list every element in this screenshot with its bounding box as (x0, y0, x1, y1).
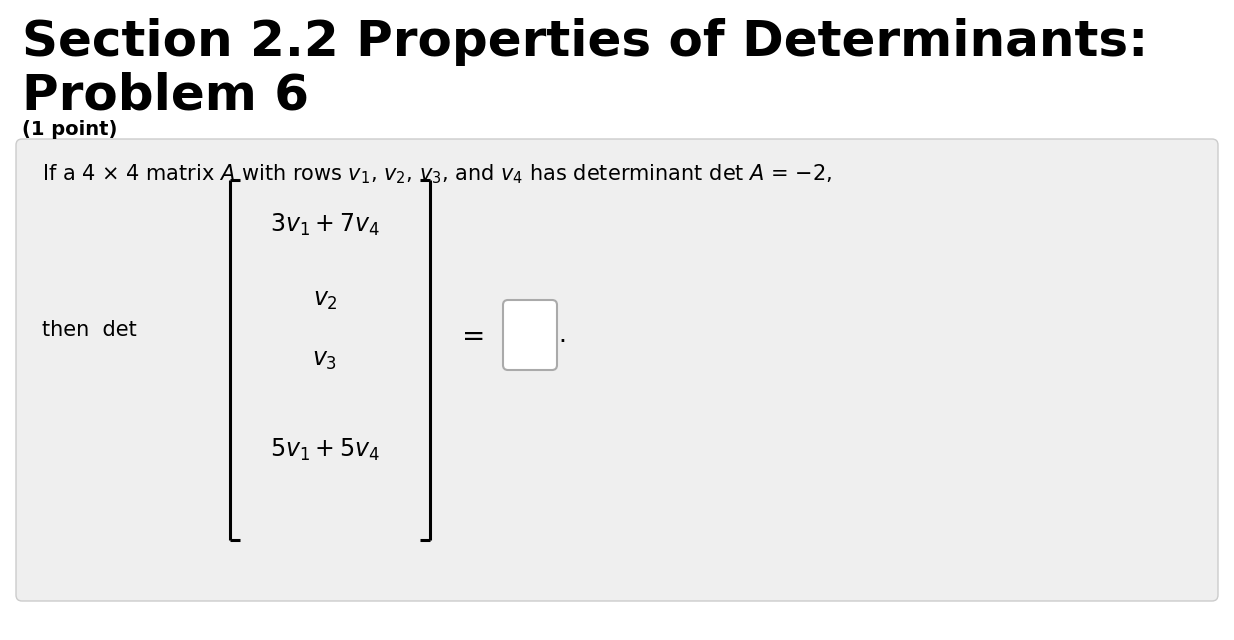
Text: $5v_1 + 5v_4$: $5v_1 + 5v_4$ (270, 437, 380, 463)
Text: (1 point): (1 point) (22, 120, 117, 139)
Text: $v_3$: $v_3$ (312, 348, 338, 372)
Text: If a 4 $\times$ 4 matrix $\mathit{A}$ with rows $v_1$, $v_2$, $\mathit{v_3}$, an: If a 4 $\times$ 4 matrix $\mathit{A}$ wi… (42, 162, 832, 186)
Text: $3v_1 + 7v_4$: $3v_1 + 7v_4$ (270, 212, 380, 238)
Text: .: . (558, 323, 566, 347)
Text: $v_2$: $v_2$ (312, 288, 337, 312)
Text: $=$: $=$ (457, 321, 484, 349)
Text: then  det: then det (42, 320, 137, 340)
FancyBboxPatch shape (16, 139, 1218, 601)
FancyBboxPatch shape (503, 300, 557, 370)
Text: Problem 6: Problem 6 (22, 72, 308, 120)
Text: Section 2.2 Properties of Determinants:: Section 2.2 Properties of Determinants: (22, 18, 1149, 66)
